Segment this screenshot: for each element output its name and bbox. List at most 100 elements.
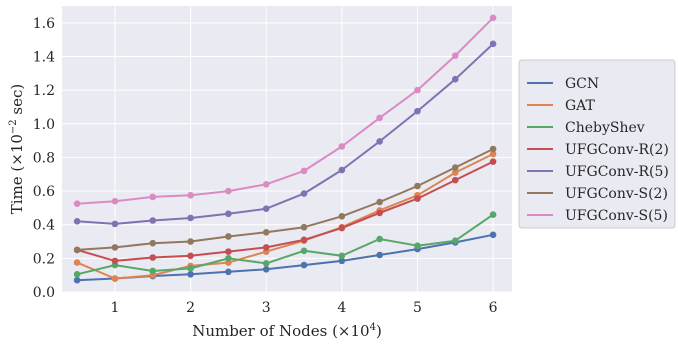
plot-background [62,6,512,292]
y-tick-label: 0.8 [33,150,55,166]
data-point [451,169,459,176]
data-point [414,195,421,202]
y-tick-label: 0.4 [33,218,55,234]
data-point [225,248,232,255]
data-point [376,198,383,206]
tick-labels: 0.0 0.2 0.4 0.6 0.8 1.0 1.2 1.4 1.6 1 2 3 4 5 6 [33,16,498,316]
data-point [338,224,346,232]
data-point [187,271,194,278]
data-point [187,191,194,199]
data-point [73,276,81,284]
series-line [77,17,494,205]
data-point [300,261,308,269]
x-tick-label: 4 [337,300,346,316]
x-axis-title: Number of Nodes (×104) [192,322,382,340]
data-point [149,193,157,201]
legend-label: GCN [565,76,599,92]
data-point [414,107,421,115]
data-point [111,275,119,282]
data-point [149,239,157,247]
data-point [451,52,459,59]
data-point [73,218,81,225]
series-ufgconv-s-2 [73,145,497,254]
legend-label: ChebyShev [565,120,645,136]
data-point [225,255,232,262]
data-point [489,150,497,158]
data-point [489,231,497,239]
data-point [338,212,346,220]
data-point [414,182,421,190]
data-point [225,268,232,276]
series-ufgconv-r-2 [73,158,497,265]
legend-label: GAT [565,98,596,114]
x-tick-label: 1 [110,300,119,316]
legend-label: UFGConv-R(2) [565,142,669,158]
x-tick-label: 3 [262,300,271,316]
series-line [76,153,494,280]
data-point [187,214,194,222]
y-tick-label: 0.2 [33,251,55,267]
data-point [489,158,497,165]
data-point [451,75,459,83]
data-point [149,217,157,224]
data-point [225,187,232,195]
data-point [451,164,459,171]
data-point [489,145,497,153]
legend: GCN GAT ChebyShev UFGConv-R(2) UFGConv-R(5) U… [518,59,676,229]
data-point [338,252,346,260]
data-point [451,237,459,244]
data-point [414,86,421,94]
data-point [149,254,157,261]
legend-frame [518,59,676,229]
series-line [76,213,494,276]
data-point [187,238,194,245]
data-point [73,246,81,254]
data-point [376,209,383,217]
x-tick-label: 5 [413,300,422,316]
y-tick-label: 0.6 [33,184,55,200]
series-line [77,148,494,251]
data-point [300,223,308,231]
data-point [414,242,421,250]
series-line [76,160,494,262]
data-point [225,233,232,240]
data-point [300,167,308,175]
data-point [489,40,497,48]
x-tick-label: 6 [489,300,498,316]
data-point [451,176,459,184]
data-point [489,14,497,22]
data-point [73,271,81,278]
y-tick-label: 1.2 [33,83,55,99]
data-point [111,197,119,205]
data-point [262,244,270,251]
data-point [338,257,346,265]
data-point [376,251,383,259]
y-tick-label: 1.0 [33,117,55,133]
x-tick-label: 2 [186,300,195,316]
data-point [376,138,383,145]
data-point [489,211,497,218]
legend-label: UFGConv-R(5) [565,164,669,180]
y-axis-title: Time (×10−2 sec) [8,84,26,215]
data-point [187,252,194,260]
data-point [262,205,270,213]
y-tick-label: 0.0 [33,285,55,301]
data-point [73,259,81,266]
legend-label: UFGConv-S(5) [565,208,668,224]
data-point [262,181,270,188]
y-tick-label: 1.4 [33,49,55,65]
legend-label: UFGConv-S(2) [565,186,668,202]
data-point [338,166,346,174]
data-point [225,210,232,218]
data-point [73,200,81,207]
series-ufgconv-s-5 [73,14,497,207]
data-point [111,220,119,228]
data-point [149,267,157,275]
data-point [300,190,308,197]
data-point [111,257,119,265]
data-point [376,114,383,122]
data-point [338,143,346,150]
data-point [300,247,308,255]
data-point [300,236,308,244]
